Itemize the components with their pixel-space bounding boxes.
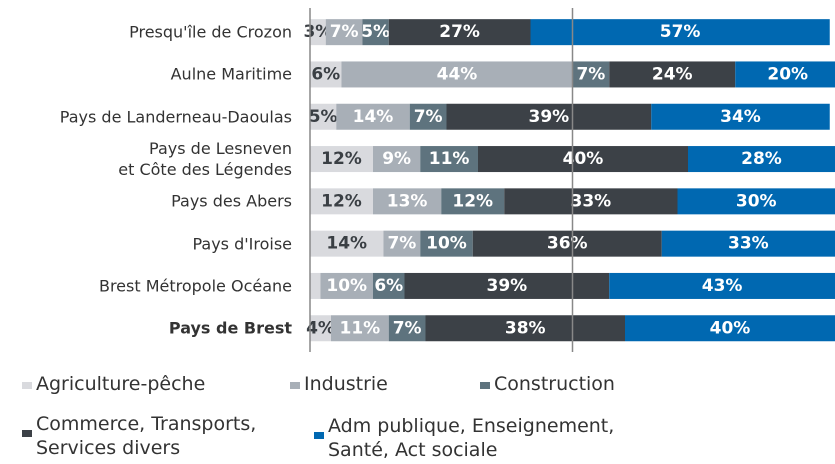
bar-segment (609, 61, 736, 88)
bar-segment (310, 19, 326, 46)
bar-segment (325, 19, 363, 46)
category-label: Pays d'Iroise (192, 234, 292, 254)
category-label: Brest Métropole Océane (98, 276, 292, 296)
bar-segment (677, 188, 835, 215)
bar-segment (441, 188, 505, 215)
data-label: 44% (437, 64, 478, 84)
bar-segment (625, 315, 835, 342)
bar-segment (609, 272, 835, 299)
bar-segment (310, 61, 342, 88)
bar-segment (331, 315, 389, 342)
data-label: 40% (710, 318, 751, 338)
legend-label: Agriculture-pêche (36, 373, 206, 395)
bar-segment (336, 103, 410, 130)
data-label: 11% (340, 318, 381, 338)
bar-segment (661, 230, 835, 257)
category-label: Aulne Maritime (170, 64, 292, 84)
bar-segment (446, 103, 652, 130)
category-label: Pays de Landerneau-Daoulas (59, 107, 292, 127)
bar-segment (478, 146, 688, 173)
data-label: 12% (321, 149, 362, 169)
bar-segment (373, 188, 442, 215)
data-label: 6% (374, 276, 403, 296)
data-label: 39% (487, 276, 528, 296)
legend-label: Commerce, Transports, Services divers (36, 413, 257, 459)
bar-segment (388, 19, 531, 46)
data-label: 7% (393, 318, 422, 338)
bar-segment (320, 272, 373, 299)
data-label: 6% (311, 64, 340, 84)
data-label: 36% (547, 234, 588, 254)
bar-segment (572, 61, 610, 88)
data-label: 10% (326, 276, 367, 296)
category-label: Presqu'île de Crozon (129, 22, 292, 42)
category-label: Pays de Brest (168, 318, 292, 338)
bar-segment (404, 272, 610, 299)
data-label: 14% (353, 107, 394, 127)
data-label: 9% (382, 149, 411, 169)
data-label: 12% (452, 191, 493, 211)
bar-segment (362, 19, 389, 46)
data-label: 57% (660, 22, 701, 42)
data-label: 30% (736, 191, 777, 211)
bar-segment (425, 315, 625, 342)
data-label: 13% (387, 191, 428, 211)
legend-swatch (22, 430, 32, 437)
bar-segment (310, 315, 331, 342)
bar-segment (373, 272, 405, 299)
bar-segment (383, 230, 421, 257)
data-label: 4% (306, 318, 335, 338)
data-label: 7% (330, 22, 359, 42)
bar-segment (420, 230, 473, 257)
legend-swatch (22, 382, 32, 389)
data-label: 24% (652, 64, 693, 84)
data-label: 38% (505, 318, 546, 338)
bar-segment (504, 188, 678, 215)
data-label: 14% (326, 234, 367, 254)
bar-segment (651, 103, 830, 130)
legend-label: Industrie (304, 373, 388, 395)
data-label: 10% (426, 234, 467, 254)
bar-segment (735, 61, 835, 88)
bar-segment (530, 19, 830, 46)
data-label: 5% (309, 107, 338, 127)
data-label: 33% (571, 191, 612, 211)
bar-segment (472, 230, 662, 257)
data-label: 39% (529, 107, 570, 127)
legend-swatch (290, 382, 300, 389)
bar-segment (310, 146, 373, 173)
data-label: 12% (321, 191, 362, 211)
data-label: 20% (767, 64, 808, 84)
data-label: 27% (439, 22, 480, 42)
bar-segment (341, 61, 573, 88)
bar-segment (310, 188, 373, 215)
legend-label: Adm publique, Enseignement, Santé, Act s… (328, 415, 615, 461)
legend-swatch (314, 432, 324, 439)
category-label: Pays des Abers (171, 191, 292, 211)
bar-segment (373, 146, 421, 173)
bar-segment (409, 103, 447, 130)
data-label: 7% (414, 107, 443, 127)
bar-segment (310, 230, 384, 257)
data-label: 34% (720, 107, 761, 127)
data-label: 43% (702, 276, 743, 296)
data-label: 40% (563, 149, 604, 169)
category-label: Pays de Lesneven et Côte des Légendes (118, 139, 292, 180)
bar-segment (688, 146, 835, 173)
bar-segment (310, 103, 337, 130)
data-label: 5% (361, 22, 390, 42)
data-label: 11% (429, 149, 470, 169)
data-label: 7% (387, 234, 416, 254)
bar-segment (310, 272, 321, 299)
legend-label: Construction (494, 373, 615, 395)
legend-swatch (480, 382, 490, 389)
data-label: 7% (576, 64, 605, 84)
data-label: 28% (741, 149, 782, 169)
bar-segment (420, 146, 478, 173)
data-label: 33% (728, 234, 769, 254)
bar-segment (388, 315, 426, 342)
